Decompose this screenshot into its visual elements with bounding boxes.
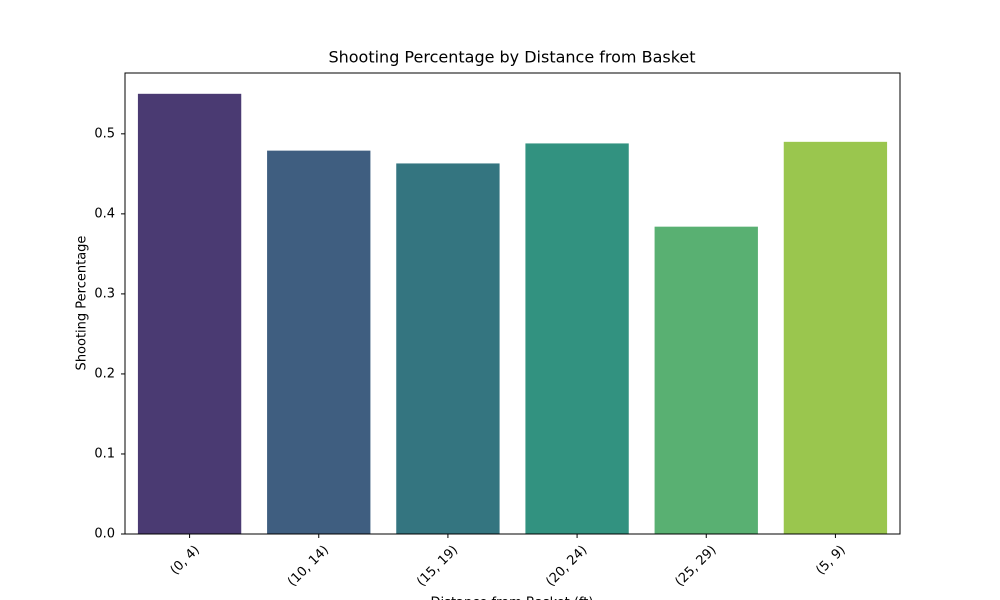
y-tick-label: 0.5 (94, 126, 115, 141)
bar (137, 93, 242, 535)
chart-title: Shooting Percentage by Distance from Bas… (328, 48, 695, 67)
y-tick-label: 0.3 (94, 286, 115, 301)
y-tick-label: 0.0 (94, 527, 115, 542)
bar (396, 163, 500, 534)
x-tick-label: (25, 29) (673, 543, 720, 590)
bar (783, 141, 888, 534)
bar (525, 143, 629, 535)
y-tick-label: 0.2 (94, 366, 115, 381)
x-tick-label: (5, 9) (813, 543, 848, 578)
x-axis-label: Distance from Basket (ft) (431, 596, 594, 600)
plot-frame (124, 72, 901, 535)
bar (267, 150, 371, 535)
x-tick-label: (0, 4) (168, 543, 203, 578)
x-tick-label: (15, 19) (414, 543, 461, 590)
x-tick-label: (10, 14) (285, 543, 332, 590)
bar (654, 226, 758, 534)
y-tick-label: 0.4 (94, 206, 115, 221)
x-tick-label: (20, 24) (543, 543, 590, 590)
y-axis-label: Shooting Percentage (75, 236, 90, 371)
y-tick-label: 0.1 (94, 446, 115, 461)
